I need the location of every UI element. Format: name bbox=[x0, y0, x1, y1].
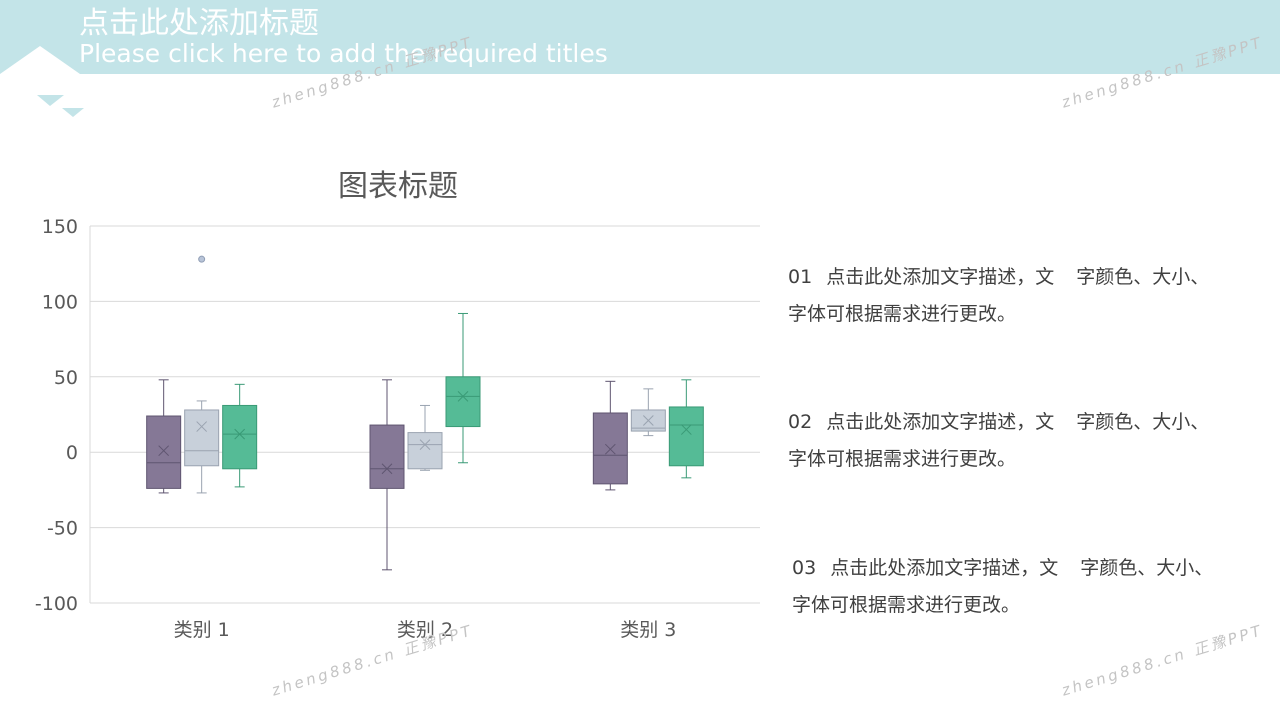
description-text: 字颜色、大小、 bbox=[1080, 557, 1214, 579]
description-text: 字颜色、大小、 bbox=[1076, 411, 1210, 433]
box-iqr bbox=[184, 409, 220, 467]
watermark: zheng888.cn 正豫PPT bbox=[1059, 621, 1266, 700]
page-subtitle[interactable]: Please click here to add the required ti… bbox=[79, 39, 608, 68]
box-iqr bbox=[445, 376, 481, 428]
box-iqr bbox=[407, 432, 443, 470]
header-decoration bbox=[0, 46, 100, 117]
description-text: 字体可根据需求进行更改。 bbox=[788, 448, 1017, 470]
box-plot-item bbox=[407, 404, 443, 471]
box-iqr bbox=[668, 406, 704, 467]
chart-series bbox=[146, 255, 704, 571]
y-tick-label: -100 bbox=[35, 593, 78, 615]
mean-marker bbox=[196, 421, 208, 432]
description-block-1[interactable]: 01 点击此处添加文字描述，文 字颜色、大小、 字体可根据需求进行更改。 bbox=[788, 259, 1258, 333]
mean-marker bbox=[604, 443, 616, 455]
description-text: 点击此处添加文字描述，文 bbox=[830, 557, 1059, 579]
header-band bbox=[0, 0, 1280, 74]
box-plot-item bbox=[592, 380, 628, 491]
mean-marker bbox=[381, 463, 393, 475]
x-category-label: 类别 1 bbox=[174, 619, 230, 641]
y-tick-label: 0 bbox=[66, 442, 78, 464]
description-number: 02 bbox=[788, 411, 813, 433]
mean-marker bbox=[419, 439, 431, 451]
y-tick-label: 100 bbox=[42, 291, 78, 313]
mean-marker bbox=[457, 391, 469, 402]
description-text: 字体可根据需求进行更改。 bbox=[788, 303, 1017, 325]
description-number: 01 bbox=[788, 266, 813, 288]
description-block-2[interactable]: 02 点击此处添加文字描述，文 字颜色、大小、 字体可根据需求进行更改。 bbox=[788, 404, 1258, 478]
mean-marker bbox=[158, 445, 170, 457]
y-tick-label: -50 bbox=[47, 518, 78, 540]
mean-marker bbox=[642, 415, 654, 426]
header-notch-shape bbox=[0, 46, 100, 90]
box-iqr bbox=[592, 412, 628, 485]
mean-marker bbox=[234, 428, 246, 440]
description-text: 点击此处添加文字描述，文 bbox=[826, 411, 1055, 433]
description-text: 字体可根据需求进行更改。 bbox=[792, 594, 1021, 616]
box-plot-item bbox=[630, 388, 666, 437]
deco-triangle-right bbox=[62, 108, 84, 117]
box-plot-item bbox=[668, 379, 704, 479]
box-plot-item bbox=[369, 379, 405, 571]
box-plot-item bbox=[146, 379, 182, 494]
x-axis-category-labels: 类别 1 类别 2 类别 3 bbox=[174, 619, 677, 641]
mean-marker bbox=[680, 424, 692, 435]
description-text: 点击此处添加文字描述，文 bbox=[826, 266, 1055, 288]
y-tick-label: 50 bbox=[54, 367, 78, 389]
box-iqr bbox=[222, 404, 258, 470]
box-plot-chart: 图表标题 150 100 50 0 -50 -100 类别 1 类别 2 类别 3 bbox=[35, 169, 760, 641]
outlier-point bbox=[198, 255, 206, 263]
y-tick-label: 150 bbox=[42, 216, 78, 238]
page-title[interactable]: 点击此处添加标题 bbox=[79, 6, 319, 41]
y-axis-tick-labels: 150 100 50 0 -50 -100 bbox=[35, 216, 78, 615]
description-block-3[interactable]: 03 点击此处添加文字描述，文 字颜色、大小、 字体可根据需求进行更改。 bbox=[792, 550, 1262, 624]
box-plot-item bbox=[222, 383, 258, 488]
description-number: 03 bbox=[792, 557, 817, 579]
box-iqr bbox=[146, 415, 182, 489]
x-category-label: 类别 2 bbox=[397, 619, 453, 641]
box-plot-item bbox=[445, 312, 481, 464]
box-iqr bbox=[369, 424, 405, 489]
deco-triangle-left bbox=[37, 95, 64, 106]
x-category-label: 类别 3 bbox=[620, 619, 676, 641]
description-text: 字颜色、大小、 bbox=[1076, 266, 1210, 288]
chart-title[interactable]: 图表标题 bbox=[338, 169, 458, 204]
box-plot-item bbox=[184, 255, 220, 494]
